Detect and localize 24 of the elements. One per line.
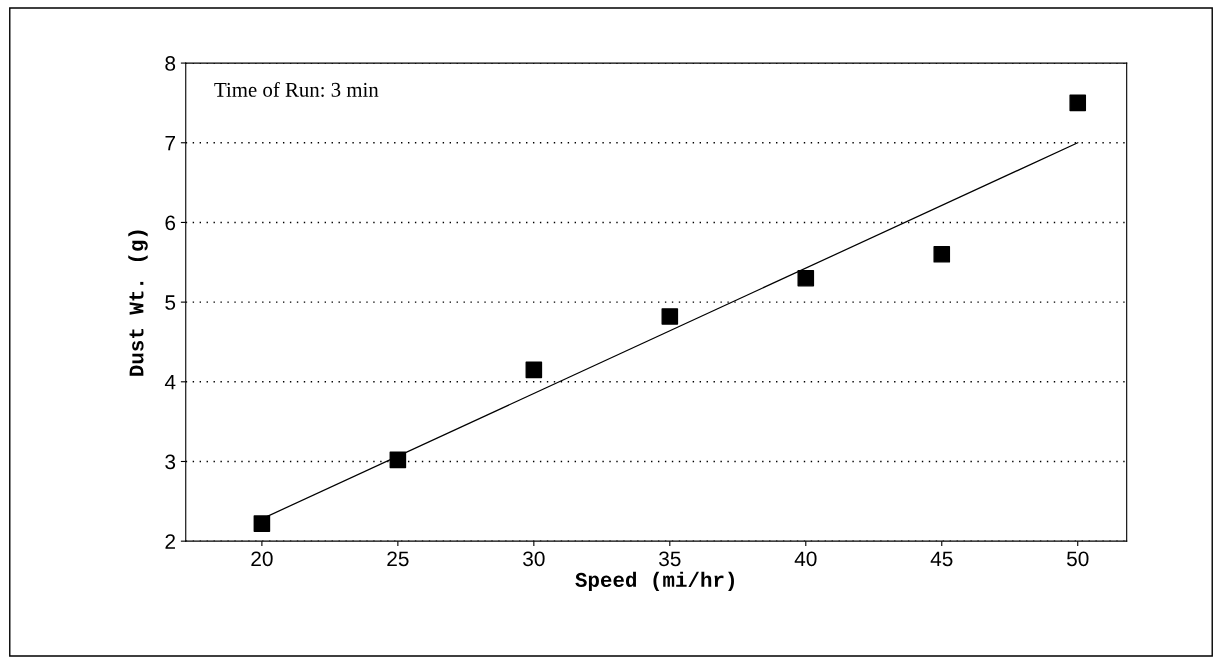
y-tick-label: 4: [164, 375, 176, 390]
point: [661, 308, 679, 325]
y-tick-label: 3: [165, 454, 176, 470]
point: [389, 451, 407, 469]
point: [797, 269, 815, 287]
y-tick-label: 5: [165, 295, 176, 310]
x-tick-label: 20: [251, 551, 273, 567]
point: [1069, 94, 1087, 112]
x-tick-label: 30: [523, 551, 545, 567]
annotation: Time of Run: 3 min: [214, 81, 379, 97]
point: [525, 361, 543, 379]
x-tick-label: 25: [387, 551, 409, 567]
point: [253, 515, 271, 532]
y-tick-label: 2: [165, 534, 175, 549]
y-tick-label: 6: [165, 215, 176, 231]
x-axis-title: Speed (mi/hr): [575, 571, 734, 592]
x-tick-label: 40: [794, 551, 817, 567]
x-tick-label: 50: [1066, 551, 1089, 567]
y-tick-label: 8: [165, 56, 176, 71]
point: [933, 246, 951, 263]
y-tick-label: 7: [165, 135, 175, 151]
x-tick-label: 45: [930, 551, 953, 567]
x-tick-label: 35: [659, 551, 681, 567]
y-axis-title: Dust Wt. (g): [128, 230, 148, 376]
